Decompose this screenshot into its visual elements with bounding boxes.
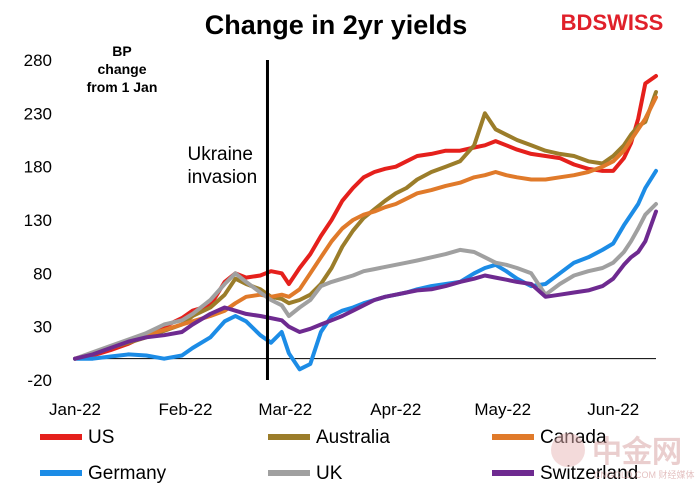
series-lines <box>73 74 658 372</box>
x-tick-label: May-22 <box>474 400 531 419</box>
y-tick-label: 30 <box>33 318 52 337</box>
brand-logo: BDSWISS <box>561 10 664 35</box>
watermark-sub: CNGOLD.COM 财经媒体 <box>594 469 695 480</box>
y-tick-label: 280 <box>24 51 52 70</box>
series-line-us <box>73 74 658 361</box>
legend-label-switzerland: Switzerland <box>540 463 638 484</box>
series-line-switzerland <box>73 209 658 361</box>
x-axis-ticks: Jan-22 Feb-22 Mar-22 Apr-22 May-22 Jun-22 <box>49 400 639 419</box>
brand-prefix: BD <box>561 10 593 35</box>
y-tick-label: -20 <box>27 371 52 390</box>
y-tick-label: 130 <box>24 211 52 230</box>
svg-text:BDSWISS: BDSWISS <box>561 10 664 35</box>
invasion-label-line-1: Ukraine <box>187 144 252 165</box>
y-tick-label: 230 <box>24 104 52 123</box>
watermark: 中金网 CNGOLD.COM 财经媒体 <box>551 433 695 480</box>
series-line-uk <box>73 202 658 361</box>
y-tick-label: 80 <box>33 264 52 283</box>
unit-label-line-1: BP <box>112 43 131 59</box>
legend-label-us: US <box>88 427 114 448</box>
series-line-canada <box>73 95 658 361</box>
watermark-text: 中金网 <box>592 435 682 469</box>
y-axis-ticks: 280 230 180 130 80 30 -20 <box>24 51 52 390</box>
unit-label-line-2: change <box>97 61 146 77</box>
legend-label-uk: UK <box>316 463 343 484</box>
unit-label: BP change from 1 Jan <box>87 43 158 95</box>
invasion-label-line-2: invasion <box>187 167 257 188</box>
x-tick-label: Apr-22 <box>370 400 421 419</box>
unit-label-line-3: from 1 Jan <box>87 79 158 95</box>
legend-label-australia: Australia <box>316 427 390 448</box>
x-tick-label: Jan-22 <box>49 400 101 419</box>
chart-title: Change in 2yr yields <box>205 10 468 40</box>
x-tick-label: Mar-22 <box>258 400 312 419</box>
legend-label-germany: Germany <box>88 463 167 484</box>
series-line-australia <box>73 90 658 361</box>
brand-suffix: SWISS <box>592 10 663 35</box>
y-tick-label: 180 <box>24 158 52 177</box>
x-tick-label: Feb-22 <box>159 400 213 419</box>
legend: USAustraliaCanadaGermanyUKSwitzerland <box>40 427 638 484</box>
x-tick-label: Jun-22 <box>587 400 639 419</box>
